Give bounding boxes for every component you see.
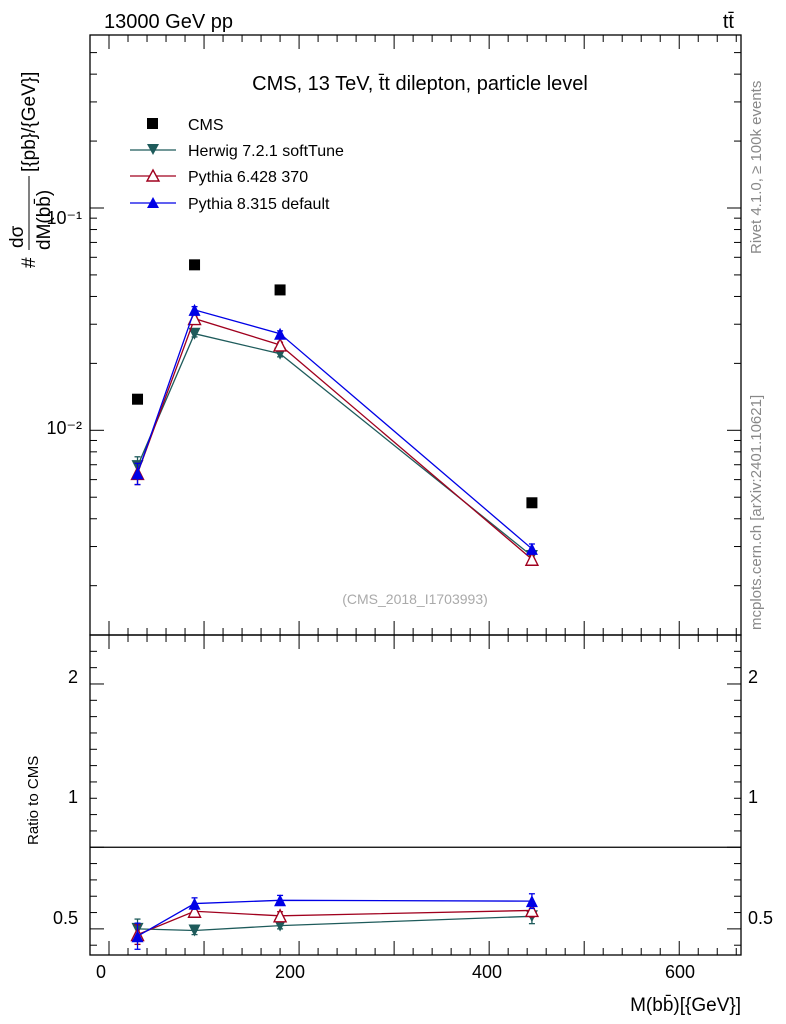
series-pythia-6-428-370 [130,311,540,566]
main-ylabel: # dσ dM(bb̄) [{pb}/{GeV}] [7,72,55,268]
data-point-triangle-down [188,327,201,340]
legend-entry-cms: CMS [147,117,224,134]
data-point-triangle-up-open [524,902,540,918]
xtick-label: 600 [665,962,695,982]
ylabel-hash: # [19,257,40,268]
source-label: mcplots.cern.ch [arXiv:2401.10621] [748,395,765,630]
legend-marker-triangle-down [147,144,159,155]
legend: CMS Herwig 7.2.1 softTune Pythia 6.428 3… [130,117,344,213]
data-point-square [274,284,286,296]
data-point-triangle-up-open [524,551,540,566]
ratio-series-group [130,893,540,950]
legend-label: CMS [188,117,224,134]
ratio-ytick-label-2-left: 2 [68,667,78,687]
energy-label: 13000 GeV pp [104,11,233,33]
ylabel-numerator: dσ [7,225,28,248]
ratio-ytick-label-1-left: 1 [68,787,78,807]
legend-label: Pythia 6.428 370 [188,169,308,186]
xlabel: M(bb̄)[{GeV}] [630,995,741,1016]
series-line [136,309,533,550]
data-point-triangle-up [188,303,201,316]
xtick-label: 0 [96,962,106,982]
series-line [137,899,532,937]
series-line [136,332,533,557]
legend-label: Pythia 8.315 default [188,196,330,213]
legend-marker-triangle-up [147,197,159,208]
main-ytick-label: 10⁻² [46,418,82,438]
xtick-label: 200 [275,962,305,982]
legend-marker-square [147,118,158,129]
watermark: (CMS_2018_I1703993) [342,591,488,607]
main-panel: 10⁻¹ 10⁻² CMS, 13 TeV, t̄t dilepton, par… [7,34,742,636]
main-series-group [130,259,540,566]
legend-entry-pythia6: Pythia 6.428 370 [130,168,308,186]
rivet-label: Rivet 4.1.0, ≥ 100k events [748,81,765,254]
legend-entry-herwig: Herwig 7.2.1 softTune [130,143,344,160]
ratio-ytick-label-2-right: 2 [748,667,758,687]
data-point-square [189,259,201,271]
data-point-triangle-up [188,897,201,910]
data-point-triangle-up [274,894,287,907]
ratio-ylabel: Ratio to CMS [25,756,42,845]
series-line [136,317,533,560]
legend-label: Herwig 7.2.1 softTune [188,143,344,160]
ratio-panel: 2 1 0.5 2 1 0.5 Ratio to CMS 0 200 400 6… [25,634,773,982]
data-point-triangle-up-open [272,337,288,352]
series-line [137,915,532,932]
xlabel-text: M(bb̄)[{GeV}] [630,995,741,1016]
series-line [137,909,532,936]
ylabel-units: [{pb}/{GeV}] [19,72,40,172]
ratio-axis-ticks [90,635,741,955]
series-cms [132,259,538,509]
legend-marker-triangle-up-open [145,168,161,182]
data-point-triangle-up [131,930,144,943]
series-pythia-8-315-default [131,303,538,555]
ratio-ytick-label-05-right: 0.5 [748,908,773,928]
data-point-square [526,497,538,509]
data-point-triangle-down [274,919,287,932]
data-point-triangle-up-open [187,903,202,918]
main-axis-ticks [90,35,741,635]
ratio-frame [89,634,742,956]
data-point-square [132,393,144,405]
series-herwig-7-2-1-softtune [131,327,538,562]
data-point-triangle-down [188,924,201,937]
ratio-ytick-label-1-right: 1 [748,787,758,807]
data-point-triangle-up [131,467,144,480]
ratio-ytick-label-05-left: 0.5 [53,908,78,928]
data-point-triangle-up-open [272,908,288,923]
legend-entry-pythia8: Pythia 8.315 default [130,196,330,213]
main-title: CMS, 13 TeV, t̄t dilepton, particle leve… [252,73,588,95]
data-point-triangle-up [525,542,538,555]
data-point-triangle-up [525,895,538,908]
data-point-triangle-up [274,327,287,340]
ylabel-denominator: dM(bb̄) [34,190,55,250]
series-pythia-8-315-default [131,893,538,950]
process-label: tt̄ [723,11,735,33]
main-ytick-label: 10⁻¹ [46,208,82,228]
xtick-label: 400 [472,962,502,982]
